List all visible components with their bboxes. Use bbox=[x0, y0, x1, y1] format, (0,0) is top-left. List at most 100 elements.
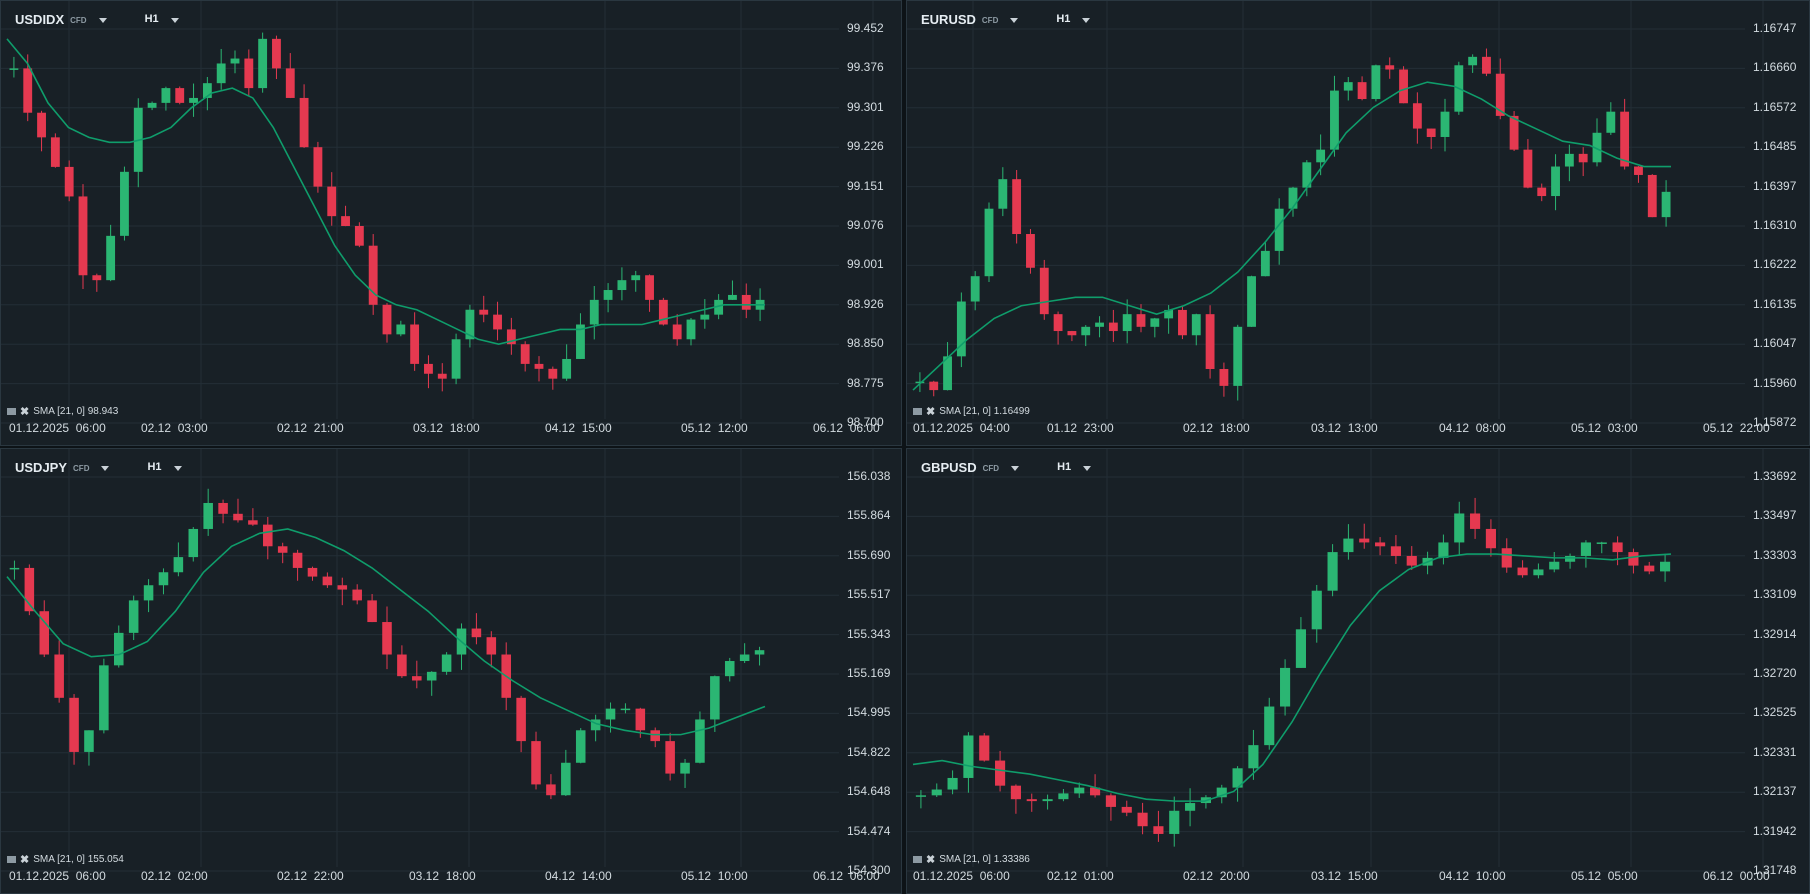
candlestick-chart[interactable] bbox=[1, 1, 902, 446]
x-axis-label: 04.12 14:00 bbox=[545, 869, 612, 883]
candle-body bbox=[1634, 166, 1643, 175]
x-axis-label: 02.12 18:00 bbox=[1183, 421, 1250, 435]
x-axis-label: 05.12 03:00 bbox=[1571, 421, 1638, 435]
candle-body bbox=[562, 358, 572, 379]
candle-body bbox=[54, 654, 64, 698]
symbol-label[interactable]: EURUSD bbox=[921, 11, 976, 27]
timeframe-selector[interactable]: H1 bbox=[147, 461, 182, 473]
candle-body bbox=[561, 762, 571, 796]
indicator-settings-icon[interactable] bbox=[913, 856, 922, 863]
candle-body bbox=[1375, 542, 1386, 547]
candle-body bbox=[1219, 369, 1229, 386]
candle-body bbox=[665, 741, 675, 774]
candle-body bbox=[113, 632, 124, 666]
chart-panel-usdjpy[interactable]: USDJPY CFD H1 156.038 155.864 155.690 155.5… bbox=[0, 448, 902, 894]
y-axis-label: 1.16135 bbox=[1753, 296, 1797, 311]
indicator-settings-icon[interactable] bbox=[7, 856, 16, 863]
timeframe-label: H1 bbox=[1056, 13, 1071, 25]
candle-body bbox=[995, 760, 1006, 786]
remove-indicator-icon[interactable]: ✖ bbox=[926, 854, 936, 866]
timeframe-dropdown-icon[interactable] bbox=[173, 465, 182, 471]
instrument-type-badge: CFD bbox=[982, 464, 1000, 473]
timeframe-dropdown-icon[interactable] bbox=[1083, 465, 1092, 471]
candle-body bbox=[672, 324, 682, 340]
y-axis-label: 1.16485 bbox=[1753, 139, 1797, 154]
candle-body bbox=[1247, 276, 1256, 327]
candle-body bbox=[1053, 314, 1063, 332]
chart-panel-gbpusd[interactable]: GBPUSD CFD H1 1.33692 1.33497 1.33303 1.331… bbox=[906, 448, 1810, 894]
candle-body bbox=[248, 520, 258, 525]
candle-body bbox=[546, 784, 556, 796]
candle-body bbox=[1169, 810, 1180, 834]
candle-body bbox=[1385, 65, 1395, 70]
y-axis-label: 1.16397 bbox=[1753, 178, 1797, 193]
candle-body bbox=[23, 68, 33, 113]
candle-body bbox=[1620, 111, 1630, 167]
candle-body bbox=[64, 166, 74, 197]
y-axis-label: 155.169 bbox=[847, 666, 891, 680]
x-axis-label: 03.12 18:00 bbox=[413, 421, 480, 435]
candle-body bbox=[686, 319, 696, 340]
indicator-settings-icon[interactable] bbox=[913, 408, 922, 415]
remove-indicator-icon[interactable]: ✖ bbox=[20, 854, 30, 866]
symbol-label[interactable]: USDIDX bbox=[15, 11, 65, 27]
timeframe-dropdown-icon[interactable] bbox=[1082, 17, 1091, 23]
chart-header: EURUSD CFD H1 bbox=[921, 9, 1091, 29]
candle-body bbox=[754, 650, 765, 655]
candle-body bbox=[99, 665, 109, 731]
candle-body bbox=[1438, 542, 1449, 558]
chart-panel-eurusd[interactable]: EURUSD CFD H1 1.16747 1.16660 1.16572 1.164… bbox=[906, 0, 1810, 446]
y-axis-label: 1.32331 bbox=[1753, 744, 1797, 759]
y-axis-label: 99.151 bbox=[847, 178, 884, 193]
candle-body bbox=[106, 235, 116, 281]
timeframe-label: H1 bbox=[144, 13, 159, 25]
candle-body bbox=[1264, 706, 1275, 746]
candle-body bbox=[520, 344, 530, 364]
y-axis-label: 1.16310 bbox=[1753, 218, 1797, 232]
y-axis-label: 155.517 bbox=[847, 587, 891, 602]
candle-body bbox=[1564, 153, 1574, 167]
y-axis-label: 98.926 bbox=[847, 296, 884, 311]
candle-body bbox=[617, 280, 627, 291]
symbol-dropdown-icon[interactable] bbox=[1011, 465, 1020, 471]
symbol-dropdown-icon[interactable] bbox=[98, 17, 107, 23]
chart-header: GBPUSD CFD H1 bbox=[921, 457, 1092, 477]
y-axis-label: 156.038 bbox=[847, 469, 891, 483]
candle-body bbox=[299, 97, 309, 148]
candlestick-chart[interactable] bbox=[907, 449, 1810, 894]
candlestick-chart[interactable] bbox=[907, 1, 1810, 446]
x-axis-label: 06.12 00:00 bbox=[1703, 869, 1770, 883]
candle-body bbox=[354, 226, 364, 246]
remove-indicator-icon[interactable]: ✖ bbox=[20, 406, 30, 418]
instrument-type-badge: CFD bbox=[981, 16, 999, 25]
timeframe-dropdown-icon[interactable] bbox=[170, 17, 179, 23]
candle-body bbox=[1517, 567, 1528, 576]
candle-body bbox=[1191, 314, 1201, 336]
symbol-label[interactable]: USDJPY bbox=[15, 459, 68, 475]
candle-body bbox=[1596, 542, 1607, 544]
timeframe-selector[interactable]: H1 bbox=[145, 13, 179, 25]
chart-panel-usdidx[interactable]: USDIDX CFD H1 99.452 99.376 99.301 99.226 99… bbox=[0, 0, 902, 446]
y-axis-label: 1.15872 bbox=[1753, 415, 1797, 429]
x-axis-label: 02.12 22:00 bbox=[277, 869, 344, 883]
candle-body bbox=[1026, 799, 1037, 802]
symbol-label[interactable]: GBPUSD bbox=[921, 459, 977, 475]
candle-body bbox=[244, 58, 254, 89]
timeframe-selector[interactable]: H1 bbox=[1057, 461, 1092, 473]
x-axis-label: 02.12 02:00 bbox=[141, 869, 208, 883]
sma-line bbox=[912, 81, 1671, 391]
symbol-dropdown-icon[interactable] bbox=[1010, 17, 1019, 23]
candle-body bbox=[1153, 826, 1164, 834]
candle-body bbox=[1205, 314, 1215, 370]
timeframe-selector[interactable]: H1 bbox=[1056, 13, 1091, 25]
y-axis-label: 154.648 bbox=[847, 784, 891, 799]
candle-body bbox=[272, 38, 281, 69]
remove-indicator-icon[interactable]: ✖ bbox=[926, 406, 936, 418]
candle-body bbox=[915, 795, 926, 797]
indicator-settings-icon[interactable] bbox=[7, 408, 16, 415]
candlestick-chart[interactable] bbox=[1, 449, 902, 894]
candle-body bbox=[680, 762, 690, 774]
candle-body bbox=[1280, 667, 1291, 707]
candle-body bbox=[175, 88, 185, 103]
symbol-dropdown-icon[interactable] bbox=[101, 465, 110, 471]
